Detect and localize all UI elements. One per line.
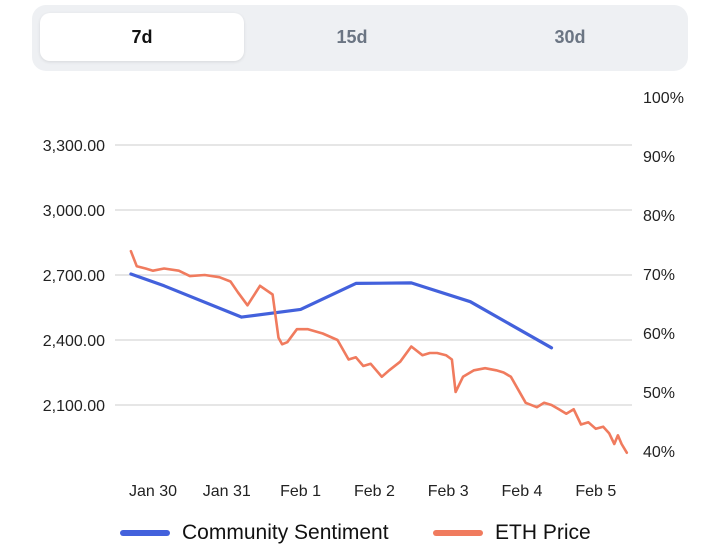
timeframe-tabs: 7d 15d 30d: [32, 5, 688, 71]
x-axis-tick-label: Jan 31: [203, 483, 251, 500]
right-axis-tick-label: 90%: [643, 149, 675, 166]
tab-15d[interactable]: 15d: [336, 26, 368, 47]
right-axis-tick-label: 50%: [643, 385, 675, 402]
left-axis-tick-label: 2,700.00: [43, 268, 105, 285]
legend-swatch-price: [433, 530, 483, 536]
x-axis-tick-label: Feb 4: [502, 483, 543, 500]
legend-label-sentiment: Community Sentiment: [182, 521, 389, 544]
x-axis-tick-label: Feb 2: [354, 483, 395, 500]
left-axis-tick-label: 2,100.00: [43, 398, 105, 415]
right-axis-tick-label: 70%: [643, 267, 675, 284]
right-axis-tick-label: 40%: [643, 444, 675, 461]
right-axis-tick-label: 80%: [643, 208, 675, 225]
left-axis-tick-label: 3,300.00: [43, 138, 105, 155]
right-axis-tick-label: 100%: [643, 90, 684, 107]
x-axis-tick-label: Feb 3: [428, 483, 469, 500]
legend-item-sentiment[interactable]: Community Sentiment: [120, 518, 389, 548]
tab-7d[interactable]: 7d: [40, 13, 244, 61]
legend-swatch-sentiment: [120, 530, 170, 536]
tab-30d[interactable]: 30d: [554, 26, 586, 47]
x-axis-tick-label: Feb 1: [280, 483, 321, 500]
left-axis-tick-label: 3,000.00: [43, 203, 105, 220]
legend-item-price[interactable]: ETH Price: [433, 518, 591, 548]
legend-label-price: ETH Price: [495, 521, 591, 544]
x-axis-tick-label: Feb 5: [575, 483, 616, 500]
right-axis-tick-label: 60%: [643, 326, 675, 343]
series-line-eth-price: [129, 249, 629, 454]
series-line-community-sentiment: [129, 272, 554, 350]
left-axis-tick-label: 2,400.00: [43, 333, 105, 350]
x-axis-tick-label: Jan 30: [129, 483, 177, 500]
